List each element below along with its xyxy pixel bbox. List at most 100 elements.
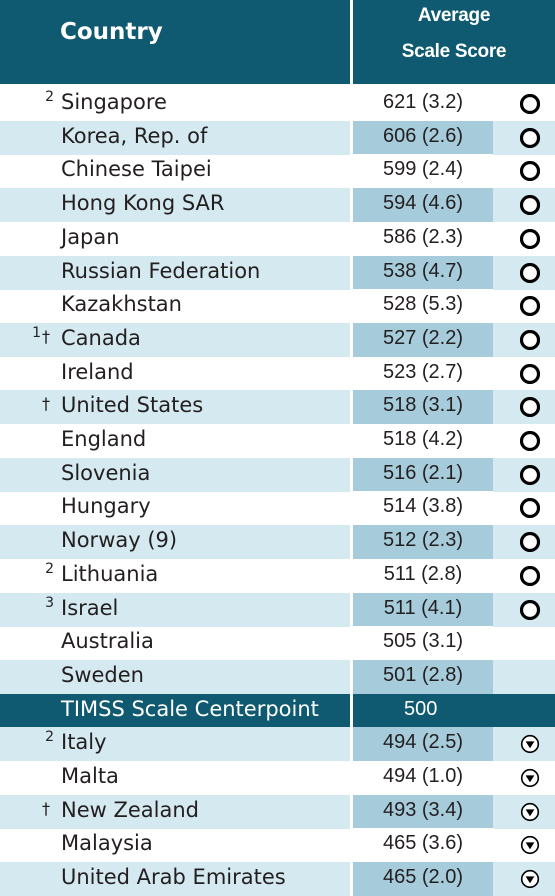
- country-cell: [0, 828, 350, 862]
- country-column-header: Country: [0, 0, 350, 84]
- table-row: Russian Federation 538 (4.7): [0, 255, 555, 290]
- table-row: Ireland 523 (2.7): [0, 356, 555, 391]
- score-cell: [353, 188, 493, 223]
- significantly-higher-icon: [520, 532, 540, 553]
- significantly-lower-icon: [520, 802, 540, 821]
- score-cell: [353, 424, 493, 458]
- country-name: Hong Kong SAR: [61, 191, 225, 216]
- table-row: 2 Singapore 621 (3.2): [0, 87, 555, 121]
- score-header-line2: Scale Score: [401, 41, 507, 62]
- country-cell: [0, 357, 350, 391]
- average-scale-score: 512 (2.3): [382, 529, 464, 552]
- country-cell: [0, 491, 350, 525]
- country-cell: [0, 390, 350, 425]
- country-cell: [0, 862, 350, 896]
- average-scale-score: 514 (3.8): [382, 495, 464, 518]
- score-cell: [353, 693, 493, 728]
- significantly-higher-icon: [520, 161, 540, 182]
- significantly-lower-icon: [520, 836, 540, 855]
- country-cell: [0, 794, 350, 829]
- average-scale-score: 511 (2.8): [383, 562, 463, 585]
- average-scale-score: 586 (2.3): [382, 225, 464, 248]
- average-scale-score: 511 (4.1): [383, 596, 463, 619]
- significantly-higher-icon: [520, 94, 540, 114]
- country-name: Chinese Taipei: [61, 157, 212, 182]
- footnote-marker: 2: [45, 89, 54, 105]
- table-row: Hong Kong SAR 594 (4.6): [0, 188, 555, 223]
- average-scale-score: 516 (2.1): [382, 461, 464, 484]
- table-row: United Arab Emirates 465 (2.0): [0, 862, 555, 896]
- average-scale-score: 518 (4.2): [382, 428, 464, 450]
- country-name: Hungary: [61, 494, 151, 519]
- country-name: Slovenia: [61, 460, 151, 485]
- dagger-marker: †: [42, 326, 50, 346]
- footnote-marker: 2: [45, 729, 54, 746]
- footnote-marker: 2: [45, 560, 54, 577]
- footnote-marker: 3: [45, 594, 54, 611]
- country-cell: [0, 693, 350, 728]
- indicator-cell: [493, 693, 555, 728]
- country-name: Canada: [61, 325, 141, 350]
- header-divider: [0, 84, 555, 87]
- country-name: Malta: [61, 764, 119, 788]
- country-name: Norway (9): [61, 528, 178, 553]
- country-name: Australia: [61, 629, 154, 654]
- country-cell: [0, 457, 350, 492]
- country-cell: [0, 188, 350, 223]
- average-scale-score: 494 (2.5): [382, 731, 464, 754]
- average-scale-score: 500: [404, 697, 438, 720]
- average-scale-score: 594 (4.6): [382, 192, 464, 215]
- average-scale-score: 465 (2.0): [382, 866, 464, 889]
- score-cell: [353, 828, 493, 863]
- score-cell: [353, 457, 493, 492]
- country-cell: [0, 120, 350, 155]
- average-scale-score: 621 (3.2): [382, 91, 464, 113]
- score-cell: [353, 491, 493, 526]
- score-cell: [353, 558, 493, 593]
- country-name: Ireland: [61, 359, 134, 384]
- table-row: Slovenia 516 (2.1): [0, 457, 555, 492]
- average-scale-score: 523 (2.7): [382, 360, 464, 383]
- country-cell: [0, 525, 350, 560]
- table-row: Hungary 514 (3.8): [0, 491, 555, 526]
- table-row: Kazakhstan 528 (5.3): [0, 289, 555, 324]
- significantly-higher-icon: [520, 296, 540, 317]
- country-name: Singapore: [61, 90, 167, 114]
- average-scale-score: 501 (2.8): [382, 663, 464, 686]
- significantly-higher-icon: [520, 228, 540, 249]
- dagger-marker: †: [42, 394, 50, 414]
- country-name: New Zealand: [61, 797, 199, 822]
- significantly-higher-icon: [520, 565, 540, 586]
- significantly-higher-icon: [520, 127, 540, 148]
- significantly-higher-icon: [520, 363, 540, 384]
- country-name: Italy: [61, 730, 107, 755]
- centerpoint-row: TIMSS Scale Centerpoint 500: [0, 693, 555, 728]
- average-scale-score: 528 (5.3): [382, 293, 464, 316]
- score-cell: [353, 727, 493, 762]
- country-name: Malaysia: [61, 831, 153, 856]
- table-row: Norway (9) 512 (2.3): [0, 525, 555, 560]
- country-name: United Arab Emirates: [61, 865, 286, 890]
- table-row: 2 Lithuania 511 (2.8): [0, 558, 555, 593]
- country-name: United States: [61, 393, 204, 418]
- country-header-label: Country: [60, 19, 163, 45]
- country-cell: [0, 659, 350, 694]
- significantly-higher-icon: [520, 464, 540, 485]
- average-scale-score: 505 (3.1): [382, 630, 464, 653]
- country-cell: [0, 322, 350, 357]
- table-row: England 518 (4.2): [0, 424, 555, 458]
- score-cell: [353, 626, 493, 661]
- country-name: Sweden: [61, 662, 144, 687]
- score-cell: [353, 761, 493, 795]
- country-cell: [0, 592, 350, 627]
- country-cell: [0, 255, 350, 290]
- significantly-higher-icon: [520, 195, 540, 216]
- score-cell: [353, 794, 493, 829]
- average-scale-score: 518 (3.1): [382, 394, 464, 417]
- country-cell: [0, 727, 350, 762]
- score-cell: [353, 120, 493, 155]
- significantly-higher-icon: [520, 262, 540, 283]
- dagger-marker: †: [42, 798, 50, 818]
- average-scale-score: 494 (1.0): [382, 765, 464, 787]
